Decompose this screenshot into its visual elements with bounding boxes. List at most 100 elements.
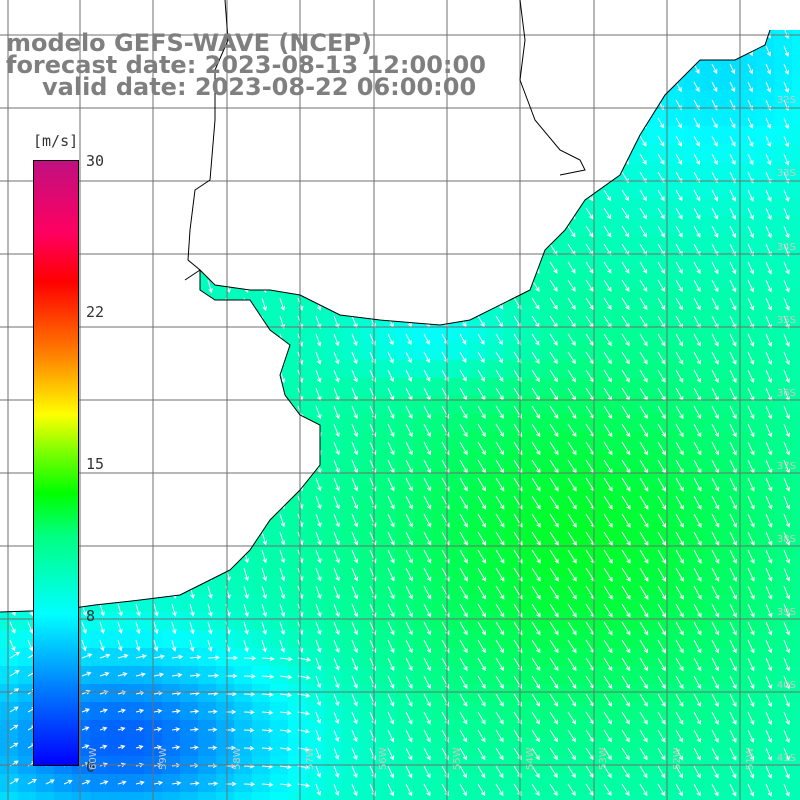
wind-arrow — [549, 621, 559, 636]
speed-cell — [612, 432, 631, 451]
wind-arrow — [279, 549, 286, 564]
speed-cell — [774, 792, 793, 800]
wind-arrow — [657, 531, 667, 546]
wind-arrow — [351, 585, 359, 600]
speed-cell — [630, 198, 649, 217]
wind-arrow — [405, 603, 413, 618]
wind-arrow — [783, 63, 789, 75]
speed-cell — [414, 450, 433, 469]
wind-arrow — [9, 724, 19, 731]
wind-arrow — [423, 351, 430, 364]
speed-cell — [324, 594, 343, 613]
speed-cell — [108, 630, 127, 649]
wind-arrow — [387, 441, 395, 456]
speed-cell — [648, 342, 667, 361]
wind-arrow — [207, 709, 218, 715]
wind-arrow — [477, 477, 486, 492]
wind-arrow — [729, 63, 736, 75]
wind-arrow — [729, 351, 737, 365]
wind-arrow — [657, 729, 666, 743]
speed-cell — [504, 522, 523, 541]
wind-arrow — [621, 225, 630, 238]
wind-arrow — [495, 675, 504, 689]
wind-arrow — [639, 693, 648, 707]
speed-cell — [774, 252, 793, 271]
speed-cell — [756, 666, 775, 685]
speed-cell — [756, 594, 775, 613]
wind-arrow — [315, 783, 322, 796]
speed-cell — [90, 630, 109, 649]
speed-cell — [756, 126, 775, 145]
speed-cell — [684, 270, 703, 289]
speed-cell — [702, 162, 721, 181]
wind-arrow — [567, 405, 577, 419]
speed-cell — [450, 612, 469, 631]
speed-cell — [540, 774, 559, 793]
speed-cell — [504, 342, 523, 361]
speed-cell — [720, 504, 739, 523]
speed-cell — [738, 270, 757, 289]
wind-arrow — [549, 567, 559, 582]
speed-cell — [198, 720, 217, 739]
speed-cell — [594, 432, 613, 451]
speed-cell — [612, 288, 631, 307]
speed-cell — [684, 792, 703, 800]
wind-arrow — [729, 585, 737, 600]
wind-arrow — [135, 621, 141, 635]
wind-arrow — [621, 603, 631, 618]
speed-cell — [252, 774, 271, 793]
speed-cell — [324, 702, 343, 721]
speed-cell — [558, 558, 577, 577]
wind-arrow — [675, 189, 683, 202]
speed-cell — [576, 684, 595, 703]
speed-cell — [486, 396, 505, 415]
speed-cell — [666, 252, 685, 271]
wind-arrow — [747, 333, 755, 347]
speed-cell — [486, 378, 505, 397]
speed-cell — [792, 486, 800, 505]
wind-arrow — [765, 261, 772, 275]
speed-cell — [324, 630, 343, 649]
speed-cell — [540, 306, 559, 325]
speed-cell — [558, 648, 577, 667]
speed-cell — [630, 504, 649, 523]
speed-cell — [594, 288, 613, 307]
speed-cell — [792, 540, 800, 559]
wind-arrow — [693, 657, 702, 672]
speed-cell — [738, 792, 757, 800]
speed-cell — [612, 486, 631, 505]
wind-arrow — [711, 63, 718, 75]
speed-cell — [558, 738, 577, 757]
speed-cell — [180, 720, 199, 739]
wind-arrow — [477, 333, 485, 346]
speed-cell — [378, 504, 397, 523]
wind-arrow — [783, 675, 790, 690]
speed-cell — [666, 702, 685, 721]
colorbar-tick-30: 30 — [86, 152, 105, 170]
speed-cell — [306, 324, 325, 343]
lat-label: 37S — [776, 461, 796, 472]
wind-arrow — [477, 423, 486, 438]
speed-cell — [612, 216, 631, 235]
speed-cell — [288, 792, 307, 800]
speed-cell — [738, 486, 757, 505]
speed-cell — [612, 666, 631, 685]
wind-arrow — [531, 621, 541, 636]
speed-cell — [756, 90, 775, 109]
speed-cell — [504, 702, 523, 721]
speed-cell — [486, 576, 505, 595]
speed-cell — [612, 198, 631, 217]
speed-cell — [684, 216, 703, 235]
speed-cell — [612, 324, 631, 343]
wind-arrow — [351, 639, 358, 654]
wind-arrow — [189, 781, 200, 786]
speed-cell — [414, 558, 433, 577]
speed-cell — [378, 738, 397, 757]
wind-arrow — [765, 711, 773, 726]
speed-cell — [108, 792, 127, 800]
wind-arrow — [153, 780, 164, 786]
speed-cell — [378, 522, 397, 541]
wind-arrow — [549, 297, 558, 310]
speed-cell — [90, 792, 109, 800]
wind-arrow — [729, 297, 737, 311]
